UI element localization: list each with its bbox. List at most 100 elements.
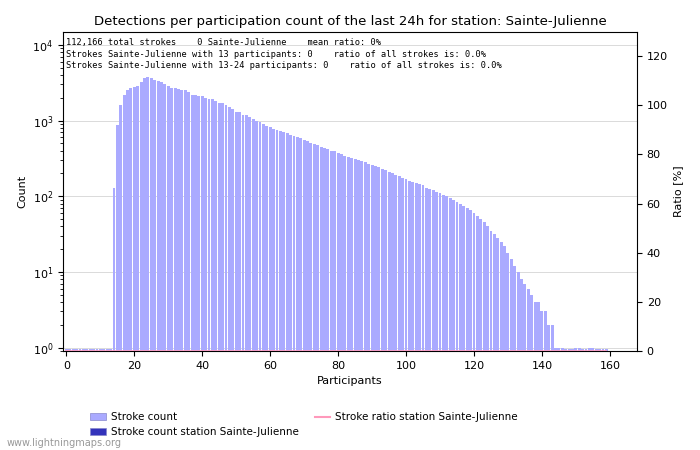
Bar [551,325,554,450]
Bar [394,175,398,450]
Bar [496,238,499,450]
Bar [136,86,139,450]
Bar [483,222,486,450]
Bar [333,152,336,450]
Bar [221,103,224,450]
Bar [524,284,526,450]
Bar [330,151,332,450]
Bar [75,349,78,450]
Bar [204,98,207,450]
Bar [442,194,444,450]
Bar [228,107,231,450]
Bar [126,90,129,450]
Bar [211,99,214,450]
Bar [133,87,136,450]
Bar [276,130,279,450]
Bar [143,78,146,450]
Bar [564,349,567,450]
Legend: Stroke count, Stroke count station Sainte-Julienne, Stroke ratio station Sainte-: Stroke count, Stroke count station Saint… [86,408,522,441]
Bar [234,112,238,450]
Bar [340,154,343,450]
Bar [354,159,356,450]
Bar [503,246,506,450]
Bar [150,78,153,450]
Bar [326,149,330,450]
Bar [459,203,462,450]
Bar [95,349,99,450]
Bar [469,210,472,450]
Bar [313,144,316,450]
Bar [561,347,564,450]
Bar [102,349,105,450]
Bar [554,347,557,450]
Bar [232,109,235,450]
Bar [85,349,88,450]
Bar [473,213,475,450]
Bar [92,349,95,450]
Bar [408,181,411,450]
Bar [289,135,292,450]
Bar [265,126,268,450]
Bar [194,94,197,450]
Bar [184,90,187,450]
Bar [364,162,367,450]
Bar [89,349,92,450]
Bar [300,139,302,450]
Bar [493,234,496,450]
Bar [258,122,261,450]
Bar [187,92,190,450]
Bar [547,325,550,450]
Bar [435,192,438,450]
Bar [439,193,442,450]
Bar [571,349,574,450]
Bar [533,302,536,450]
Bar [201,96,204,450]
Bar [544,311,547,450]
Bar [113,188,116,450]
Bar [500,242,503,450]
Bar [388,172,391,450]
Bar [116,125,119,450]
Y-axis label: Ratio [%]: Ratio [%] [673,166,683,217]
Bar [286,133,288,450]
Bar [241,114,244,450]
Bar [605,349,608,450]
Bar [316,145,319,450]
Bar [337,153,340,450]
Bar [418,184,421,450]
Bar [578,347,581,450]
Text: 112,166 total strokes    0 Sainte-Julienne    mean ratio: 0%
Strokes Sainte-Juli: 112,166 total strokes 0 Sainte-Julienne … [66,38,502,71]
Bar [537,302,540,450]
Bar [282,132,285,450]
Bar [279,131,282,450]
Bar [344,156,346,450]
Bar [384,170,387,450]
Bar [598,349,601,450]
Bar [476,216,479,450]
Bar [568,349,570,450]
Bar [71,349,75,450]
Bar [174,88,176,450]
Bar [153,80,156,450]
Bar [309,143,312,450]
Bar [449,198,452,450]
Bar [197,96,200,450]
Bar [513,266,516,450]
X-axis label: Participants: Participants [317,376,383,386]
Bar [445,196,448,450]
Bar [269,127,272,450]
Bar [486,226,489,450]
Bar [398,176,400,450]
Bar [296,137,299,450]
Title: Detections per participation count of the last 24h for station: Sainte-Julienne: Detections per participation count of th… [94,14,606,27]
Bar [170,88,173,450]
Bar [160,82,163,450]
Bar [595,349,598,450]
Bar [245,114,248,450]
Bar [480,219,482,450]
Bar [320,147,323,450]
Bar [374,166,377,450]
Bar [252,119,255,450]
Bar [425,188,428,450]
Bar [225,105,228,450]
